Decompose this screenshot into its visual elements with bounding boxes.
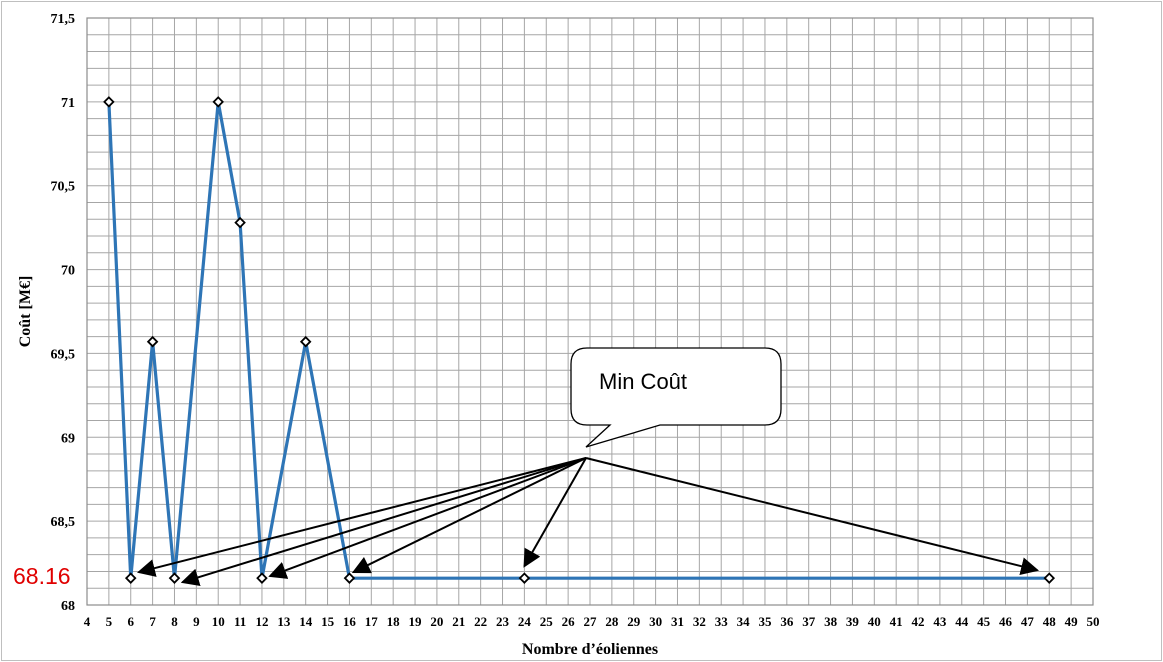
plot-frame bbox=[86, 17, 1094, 606]
y-tick-label: 70,5 bbox=[51, 180, 76, 195]
x-tick-label: 23 bbox=[496, 614, 510, 629]
x-tick-label: 31 bbox=[671, 614, 684, 629]
callout-arrow bbox=[585, 457, 1040, 575]
x-axis-title: Nombre d’éoliennes bbox=[522, 641, 658, 658]
x-tick-label: 21 bbox=[452, 614, 465, 629]
x-tick-label: 39 bbox=[846, 614, 860, 629]
data-point bbox=[234, 216, 246, 229]
callout-bubble bbox=[570, 347, 782, 448]
x-tick-label: 8 bbox=[171, 614, 178, 629]
data-point bbox=[299, 335, 312, 348]
x-tick-label: 15 bbox=[321, 614, 335, 629]
x-tick-label: 32 bbox=[693, 614, 706, 629]
x-tick-label: 44 bbox=[955, 614, 969, 629]
y-tick-label: 70 bbox=[61, 264, 75, 279]
x-tick-label: 20 bbox=[430, 614, 443, 629]
data-point bbox=[168, 572, 181, 584]
x-tick-label: 22 bbox=[474, 614, 487, 629]
y-tick-label: 68,5 bbox=[51, 515, 76, 530]
x-tick-label: 29 bbox=[627, 614, 641, 629]
callout-arrow bbox=[136, 457, 587, 577]
data-point bbox=[1043, 572, 1056, 584]
x-tick-label: 4 bbox=[84, 614, 91, 629]
x-tick-label: 10 bbox=[212, 614, 225, 629]
x-tick-label: 35 bbox=[758, 614, 772, 629]
x-tick-label: 26 bbox=[562, 614, 576, 629]
min-label-bg bbox=[6, 548, 84, 600]
callout-arrow bbox=[180, 457, 587, 587]
data-point bbox=[212, 96, 224, 108]
x-tick-label: 43 bbox=[933, 614, 947, 629]
x-tick-label: 9 bbox=[193, 614, 200, 629]
x-tick-label: 33 bbox=[715, 614, 729, 629]
min-value-label: 68.16 bbox=[13, 563, 71, 589]
x-tick-label: 14 bbox=[299, 614, 313, 629]
y-tick-label: 69,5 bbox=[51, 347, 76, 362]
x-tick-label: 24 bbox=[518, 614, 532, 629]
x-tick-label: 13 bbox=[277, 614, 291, 629]
y-tick-label: 68 bbox=[61, 599, 75, 614]
data-point bbox=[146, 335, 159, 348]
x-tick-label: 28 bbox=[605, 614, 619, 629]
series bbox=[103, 96, 1056, 584]
x-tick-label: 5 bbox=[106, 614, 113, 629]
x-tick-label: 11 bbox=[234, 614, 246, 629]
data-point bbox=[256, 572, 268, 584]
x-tick-label: 16 bbox=[343, 614, 357, 629]
x-tick-label: 12 bbox=[255, 614, 268, 629]
x-tick-label: 25 bbox=[540, 614, 554, 629]
data-point bbox=[343, 572, 356, 584]
x-tick-label: 41 bbox=[890, 614, 903, 629]
y-tick-label: 71,5 bbox=[51, 12, 76, 27]
x-tick-label: 50 bbox=[1087, 614, 1100, 629]
x-tick-label: 7 bbox=[149, 614, 156, 629]
callout-arrow bbox=[523, 457, 587, 568]
x-tick-label: 48 bbox=[1043, 614, 1057, 629]
x-tick-label: 42 bbox=[912, 614, 925, 629]
x-tick-label: 38 bbox=[824, 614, 838, 629]
data-point bbox=[103, 96, 115, 108]
x-tick-label: 17 bbox=[365, 614, 379, 629]
x-tick-label: 30 bbox=[649, 614, 662, 629]
x-tick-label: 49 bbox=[1065, 614, 1079, 629]
y-tick-label: 69 bbox=[61, 431, 75, 446]
x-tick-label: 46 bbox=[999, 614, 1013, 629]
x-tick-label: 6 bbox=[127, 614, 134, 629]
annotations: 68.16 Min Coût bbox=[6, 347, 1040, 600]
x-tick-label: 36 bbox=[780, 614, 794, 629]
x-tick-label: 40 bbox=[868, 614, 881, 629]
y-axis-title: Coût [M€] bbox=[17, 276, 34, 348]
data-point bbox=[124, 572, 137, 584]
callout-arrow bbox=[268, 457, 587, 579]
callout-text: Min Coût bbox=[599, 369, 687, 394]
x-tick-label: 34 bbox=[737, 614, 751, 629]
x-tick-label: 27 bbox=[584, 614, 598, 629]
x-tick-label: 45 bbox=[977, 614, 991, 629]
x-tick-label: 19 bbox=[409, 614, 423, 629]
x-tick-label: 37 bbox=[802, 614, 816, 629]
x-tick-label: 47 bbox=[1021, 614, 1035, 629]
y-tick-label: 71 bbox=[61, 96, 75, 111]
x-tick-label: 18 bbox=[387, 614, 401, 629]
data-point bbox=[518, 572, 531, 584]
callout-arrow bbox=[351, 457, 587, 574]
